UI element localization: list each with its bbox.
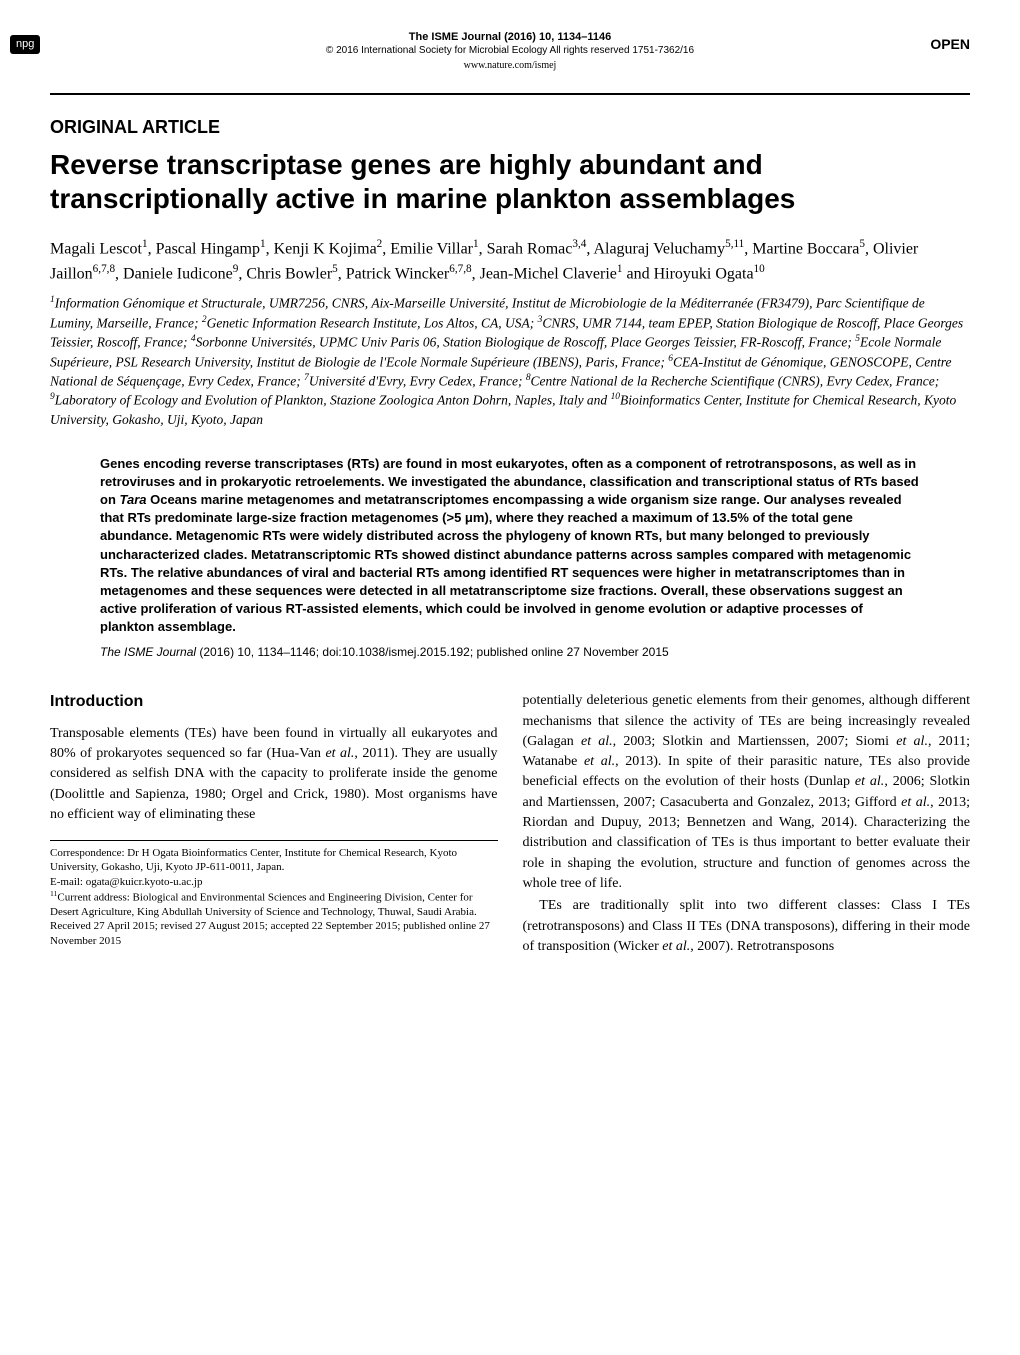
received-dates: Received 27 April 2015; revised 27 Augus… <box>50 919 498 948</box>
page-header: npg The ISME Journal (2016) 10, 1134–114… <box>50 30 970 73</box>
left-column: Introduction Transposable elements (TEs)… <box>50 691 498 957</box>
article-title: Reverse transcriptase genes are highly a… <box>50 148 970 215</box>
introduction-text-col2-p2: TEs are traditionally split into two dif… <box>523 896 971 957</box>
citation-doi: doi:10.1038/ismej.2015.192; <box>322 645 473 659</box>
citation-line: The ISME Journal (2016) 10, 1134–1146; d… <box>100 644 920 661</box>
website-url: www.nature.com/ismej <box>50 59 970 73</box>
current-address: 11Current address: Biological and Enviro… <box>50 889 498 919</box>
journal-title: The ISME Journal (2016) 10, 1134–1146 <box>50 30 970 44</box>
body-columns: Introduction Transposable elements (TEs)… <box>50 691 970 957</box>
copyright-line: © 2016 International Society for Microbi… <box>50 44 970 57</box>
right-column: potentially deleterious genetic elements… <box>523 691 971 957</box>
journal-info: The ISME Journal (2016) 10, 1134–1146 © … <box>50 30 970 57</box>
affiliations: 1Information Génomique et Structurale, U… <box>50 294 970 429</box>
citation-pages: 1134–1146; <box>257 645 319 659</box>
author-list: Magali Lescot1, Pascal Hingamp1, Kenji K… <box>50 236 970 287</box>
npg-badge: npg <box>10 35 40 54</box>
correspondence: Correspondence: Dr H Ogata Bioinformatic… <box>50 846 498 948</box>
introduction-heading: Introduction <box>50 691 498 713</box>
article-type: ORIGINAL ARTICLE <box>50 115 970 140</box>
correspondence-email: E-mail: ogata@kuicr.kyoto-u.ac.jp <box>50 875 498 889</box>
abstract: Genes encoding reverse transcriptases (R… <box>100 455 920 637</box>
header-divider <box>50 93 970 95</box>
citation-pubdate: published online 27 November 2015 <box>477 645 669 659</box>
introduction-text-col2-p1: potentially deleterious genetic elements… <box>523 691 971 894</box>
correspondence-address: Correspondence: Dr H Ogata Bioinformatic… <box>50 846 498 875</box>
correspondence-divider <box>50 840 498 841</box>
citation-year-vol: (2016) 10, <box>199 645 254 659</box>
citation-journal: The ISME Journal <box>100 645 196 659</box>
introduction-text-col1: Transposable elements (TEs) have been fo… <box>50 724 498 825</box>
open-access-badge: OPEN <box>930 35 970 55</box>
